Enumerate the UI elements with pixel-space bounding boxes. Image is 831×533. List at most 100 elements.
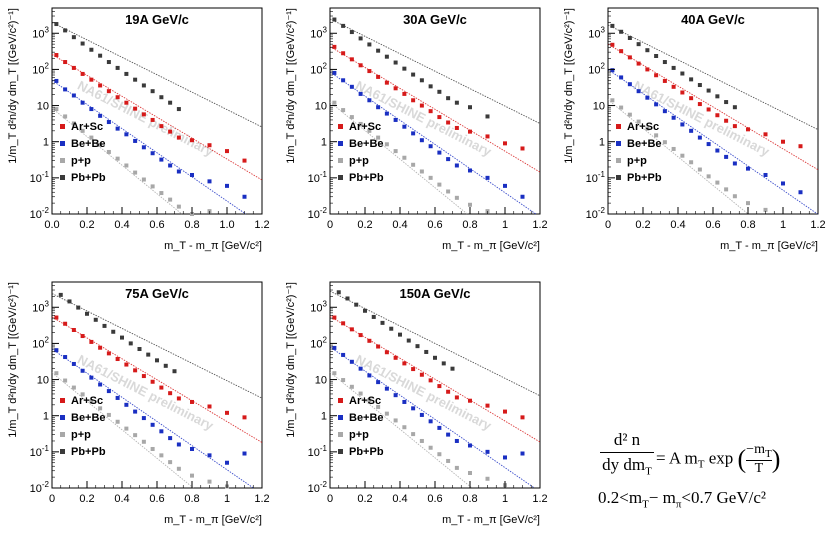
data-point bbox=[54, 371, 59, 376]
data-point bbox=[358, 36, 363, 41]
data-point bbox=[697, 135, 702, 140]
data-point bbox=[124, 402, 129, 407]
data-point bbox=[54, 315, 59, 320]
data-point bbox=[367, 128, 372, 133]
data-point bbox=[89, 135, 94, 140]
fit-line bbox=[51, 21, 263, 128]
legend-swatch bbox=[60, 175, 65, 180]
legend-label: p+p bbox=[71, 429, 91, 441]
y-tick-label: 10-2 bbox=[308, 206, 328, 221]
data-point bbox=[402, 155, 407, 160]
data-point bbox=[141, 374, 146, 379]
legend-label: Ar+Sc bbox=[627, 121, 659, 133]
x-tick-label: 1.2 bbox=[810, 219, 825, 231]
data-point bbox=[724, 100, 729, 105]
legend-swatch bbox=[60, 158, 65, 163]
data-point bbox=[89, 47, 94, 52]
data-point bbox=[746, 201, 750, 206]
data-point bbox=[680, 153, 685, 158]
data-point bbox=[689, 160, 694, 165]
data-point bbox=[454, 395, 459, 400]
legend-label: Ar+Sc bbox=[71, 395, 103, 407]
data-point bbox=[485, 476, 490, 481]
fit-line bbox=[329, 18, 541, 124]
chart-title: 75A GeV/c bbox=[125, 286, 189, 301]
plot-frame bbox=[51, 7, 263, 215]
data-point bbox=[168, 100, 173, 105]
data-point bbox=[376, 344, 381, 349]
legend-swatch bbox=[338, 158, 343, 163]
fit-line bbox=[329, 371, 473, 489]
data-point bbox=[332, 345, 337, 350]
data-point bbox=[54, 22, 59, 27]
data-point bbox=[190, 399, 194, 404]
legend-swatch bbox=[338, 141, 343, 146]
data-point bbox=[141, 439, 146, 444]
data-point bbox=[520, 194, 525, 199]
data-point bbox=[446, 189, 451, 194]
data-point bbox=[376, 404, 381, 409]
data-point bbox=[176, 135, 181, 140]
data-point bbox=[454, 163, 459, 168]
data-point bbox=[732, 194, 737, 199]
plot-frame bbox=[329, 7, 541, 215]
legend-label: Ar+Sc bbox=[71, 121, 103, 133]
data-point bbox=[67, 299, 72, 304]
data-point bbox=[428, 419, 433, 424]
y-tick-label: 10 bbox=[37, 101, 49, 113]
legend-swatch bbox=[60, 415, 65, 420]
y-tick-label: 1 bbox=[43, 137, 49, 149]
data-point bbox=[662, 140, 667, 145]
data-point bbox=[367, 338, 372, 343]
x-tick-label: 0.6 bbox=[705, 219, 720, 231]
data-point bbox=[146, 352, 151, 357]
y-tick-label: 10-2 bbox=[586, 206, 606, 221]
data-point bbox=[98, 406, 103, 411]
legend-label: Ar+Sc bbox=[349, 395, 381, 407]
data-point bbox=[98, 345, 103, 350]
data-point bbox=[636, 119, 641, 124]
data-point bbox=[341, 78, 346, 83]
legend-label: Be+Be bbox=[349, 138, 384, 150]
data-point bbox=[627, 35, 632, 40]
data-point bbox=[468, 202, 472, 207]
legend-label: Pb+Pb bbox=[349, 446, 384, 458]
data-point bbox=[89, 399, 94, 404]
data-point bbox=[225, 460, 229, 465]
data-point bbox=[424, 349, 429, 354]
data-point bbox=[654, 53, 659, 58]
data-point bbox=[376, 135, 381, 140]
y-axis-label: 1/m_T d²n/dy dm_T [(GeV/c²)⁻¹] bbox=[7, 282, 19, 438]
data-point bbox=[402, 91, 407, 96]
data-point bbox=[384, 80, 389, 85]
data-point bbox=[168, 436, 173, 441]
data-point bbox=[610, 98, 615, 103]
data-point bbox=[225, 149, 229, 154]
x-tick-label: 0.2 bbox=[357, 219, 372, 231]
data-point bbox=[619, 29, 624, 34]
chart-title: 150A GeV/c bbox=[399, 286, 470, 301]
data-point bbox=[133, 77, 138, 82]
data-point bbox=[80, 41, 85, 46]
data-point bbox=[93, 317, 98, 322]
data-point bbox=[636, 89, 641, 94]
fit-line bbox=[607, 99, 749, 215]
data-point bbox=[80, 71, 85, 76]
chart-title: 19A GeV/c bbox=[125, 12, 189, 27]
data-point bbox=[168, 460, 173, 465]
fit-line bbox=[51, 293, 263, 399]
x-tick-label: 0.8 bbox=[462, 219, 477, 231]
data-point bbox=[141, 416, 146, 421]
data-point bbox=[150, 117, 155, 122]
data-point bbox=[454, 465, 459, 470]
formula-range: 0.2<mT− mπ<0.7 GeV/c² bbox=[598, 488, 766, 511]
data-point bbox=[697, 83, 702, 88]
legend-swatch bbox=[60, 124, 65, 129]
y-tick-label: 10-2 bbox=[30, 480, 50, 495]
data-point bbox=[627, 82, 632, 87]
data-point bbox=[406, 338, 411, 343]
data-point bbox=[645, 126, 650, 131]
data-point bbox=[371, 314, 376, 319]
data-point bbox=[89, 375, 94, 380]
